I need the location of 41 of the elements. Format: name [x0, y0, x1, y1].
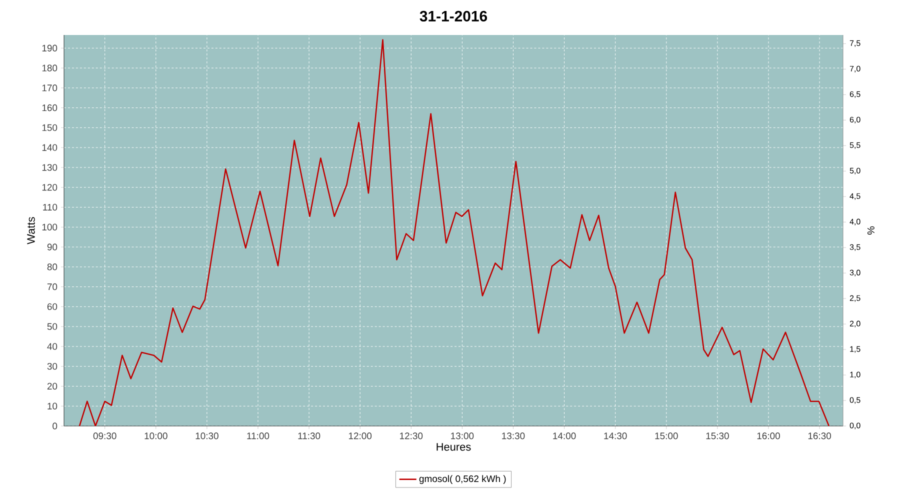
y-tick-label: 110 — [43, 204, 58, 211]
y2-axis-title: % — [867, 226, 874, 235]
y-tick-label: 20 — [47, 382, 58, 390]
y-tick-label: 130 — [42, 164, 58, 171]
x-tick-label: 16:00 — [757, 432, 780, 440]
y-tick-label: 160 — [42, 104, 58, 112]
legend-label: gmosol( 0,562 kWh ) — [419, 475, 506, 484]
chart-title: 31-1-2016 — [420, 10, 488, 22]
y-tick-label: 90 — [47, 244, 58, 250]
y-tick-label: 40 — [47, 343, 58, 350]
x-tick-label: 13:00 — [451, 432, 474, 440]
y-tick-label: 0 — [52, 422, 58, 430]
y-tick-label: 60 — [47, 303, 58, 310]
x-tick-label: 09:30 — [93, 432, 116, 440]
x-tick-label: 13:30 — [502, 432, 525, 440]
x-tick-label: 15:30 — [706, 432, 729, 440]
y-tick-label: 120 — [42, 184, 58, 191]
x-tick-label: 12:00 — [348, 432, 372, 440]
x-tick-label: 10:00 — [144, 432, 168, 440]
x-tick-label: 16:30 — [808, 432, 831, 440]
y-tick-label: 100 — [42, 224, 58, 230]
x-tick-label: 10:30 — [196, 432, 218, 440]
x-tick-label: 14:30 — [604, 432, 627, 440]
y-tick-label: 150 — [42, 124, 58, 132]
y-tick-label: 140 — [42, 144, 58, 151]
y-tick-label: 70 — [47, 283, 58, 290]
line-series — [78, 39, 830, 426]
y-tick-label: 10 — [48, 402, 58, 410]
y-tick-label: 180 — [42, 64, 58, 72]
y-tick-label: 190 — [42, 44, 58, 52]
x-tick-label: 12:30 — [400, 432, 423, 440]
y-tick-label: 170 — [42, 84, 58, 92]
y-tick-label: 50 — [47, 323, 58, 330]
y-tick-label: 30 — [47, 362, 58, 370]
y-axis-title: Watts — [27, 217, 35, 244]
x-tick-label: 15:00 — [655, 432, 678, 440]
x-tick-label: 11:30 — [298, 432, 320, 440]
y-tick-label: 80 — [47, 264, 58, 270]
x-tick-label: 14:00 — [553, 432, 576, 440]
x-axis-title: Heures — [436, 443, 471, 451]
x-tick-label: 11:00 — [247, 432, 270, 440]
